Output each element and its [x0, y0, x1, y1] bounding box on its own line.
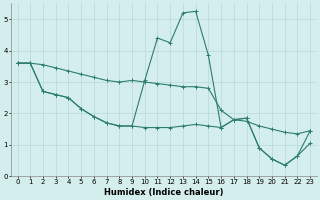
- X-axis label: Humidex (Indice chaleur): Humidex (Indice chaleur): [104, 188, 224, 197]
